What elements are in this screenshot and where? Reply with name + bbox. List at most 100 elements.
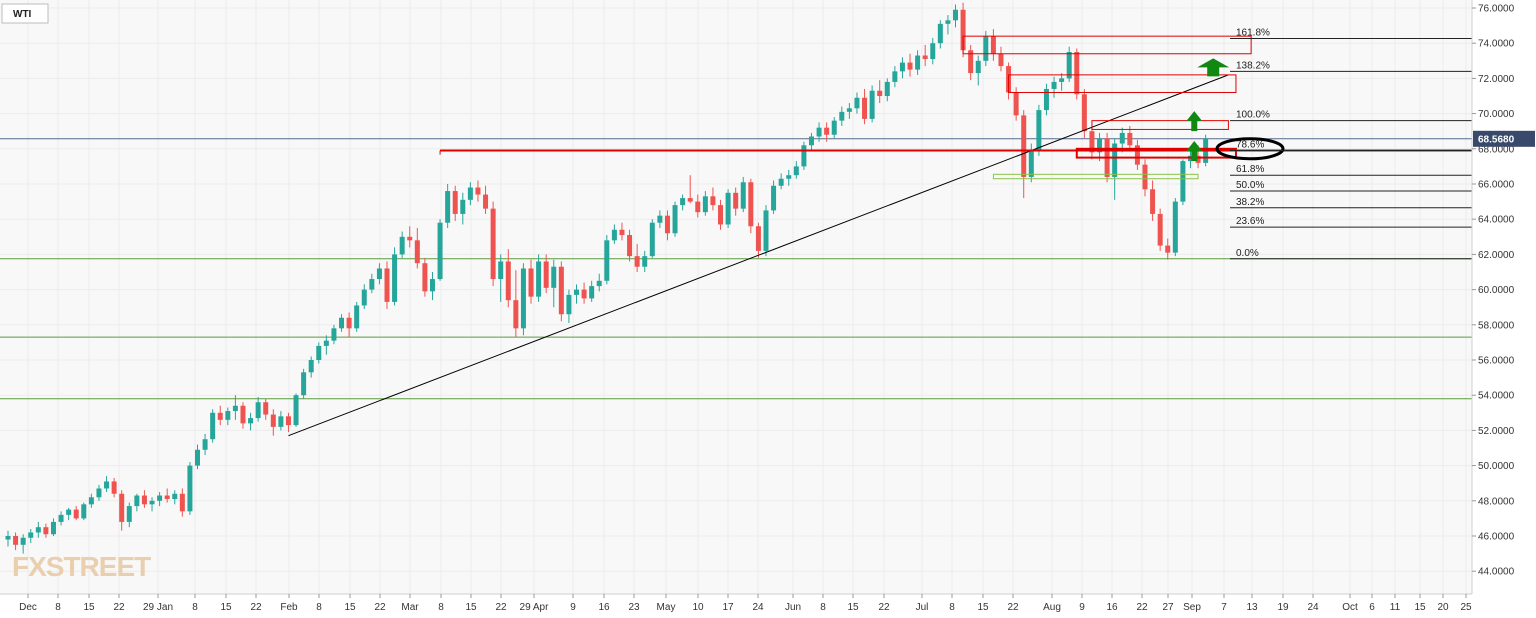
horizontal-lines	[0, 138, 1472, 400]
candle-body	[323, 340, 329, 346]
candle-body	[414, 240, 420, 264]
y-tick-label: 50.0000	[1478, 461, 1515, 472]
candle-body	[619, 229, 625, 236]
x-tick-label: 15	[465, 602, 477, 613]
y-tick-label: 62.0000	[1478, 250, 1515, 261]
candle-body	[778, 178, 784, 186]
candle-body	[217, 412, 223, 420]
highlight-ellipse	[1215, 137, 1285, 161]
candle-body	[528, 268, 534, 297]
candle-body	[1036, 110, 1042, 151]
x-tick-label: 22	[495, 602, 507, 613]
x-tick-label: 15	[83, 602, 95, 613]
candle-body	[657, 215, 663, 223]
candle-body	[718, 205, 724, 225]
y-tick-label: 46.0000	[1478, 532, 1515, 543]
candle-body	[179, 493, 185, 512]
candle-body	[202, 439, 208, 450]
candle-body	[376, 268, 382, 280]
candle-body	[649, 222, 655, 257]
x-tick-label: Dec	[19, 602, 37, 613]
candle-body	[1134, 145, 1140, 165]
candle-body	[255, 402, 261, 419]
candle-body	[664, 215, 670, 234]
candle-body	[73, 509, 79, 519]
candle-body	[710, 196, 716, 206]
candle-body	[551, 266, 557, 288]
candle-body	[543, 261, 549, 288]
x-tick-label: 22	[374, 602, 386, 613]
y-tick-label: 68.0000	[1478, 144, 1515, 155]
x-tick-label: 22	[113, 602, 125, 613]
candle-body	[1150, 189, 1156, 214]
price-tag-box	[1473, 130, 1535, 147]
candle-body	[1051, 81, 1057, 89]
resistance-box	[1008, 74, 1237, 93]
x-tick-label: 29 Jan	[143, 602, 173, 613]
watermark: FXSTREET	[12, 551, 152, 582]
candle-body	[141, 495, 147, 505]
fib-label: 161.8%	[1236, 27, 1270, 38]
x-tick-label: 13	[1246, 602, 1258, 613]
candle-body	[490, 208, 496, 280]
candle-body	[392, 254, 398, 302]
candle-body	[968, 50, 974, 74]
candle-body	[5, 536, 11, 540]
support-box	[992, 173, 1199, 180]
candle-body	[634, 256, 640, 267]
candles	[5, 2, 1209, 554]
candle-body	[1043, 88, 1049, 111]
candle-body	[596, 280, 602, 287]
x-tick-label: 8	[192, 602, 198, 613]
x-tick-label: 9	[1079, 602, 1085, 613]
candle-body	[536, 261, 542, 297]
x-tick-label: Oct	[1342, 602, 1358, 613]
candle-body	[748, 182, 754, 227]
candle-body	[225, 411, 231, 420]
candle-body	[680, 198, 686, 206]
candle-body	[119, 493, 125, 522]
green-up-arrow	[1186, 141, 1203, 162]
candle-body	[824, 127, 830, 135]
candle-body	[816, 127, 822, 137]
candle-body	[270, 414, 276, 427]
candle-body	[195, 449, 200, 466]
candle-body	[642, 256, 648, 267]
fib-label: 50.0%	[1236, 180, 1264, 191]
candle-body	[1081, 94, 1087, 132]
x-tick-label: 24	[1307, 602, 1319, 613]
grid-lines	[0, 0, 1472, 594]
price-axis[interactable]: 76.0000 74.0000 72.0000 70.0000 68.0000 66.00…	[1472, 4, 1515, 578]
candle-body	[846, 108, 852, 112]
fib-label: 78.6%	[1236, 140, 1264, 151]
x-tick-label: May	[657, 602, 676, 613]
candle-body	[945, 20, 951, 24]
trendline	[288, 74, 1229, 437]
x-tick-label: 27	[1162, 602, 1174, 613]
y-tick-label: 64.0000	[1478, 215, 1515, 226]
candle-body	[869, 90, 875, 119]
candle-body	[232, 405, 238, 412]
candle-body	[460, 199, 466, 214]
y-tick-label: 48.0000	[1478, 496, 1515, 507]
candle-body	[702, 196, 708, 213]
x-tick-label: 15	[1414, 602, 1426, 613]
time-axis[interactable]: Dec 8 15 22 29 Jan 8 15 22 Feb 8 15 22 Mar 8 15 22 29 Ap…	[19, 594, 1472, 613]
candle-body	[839, 111, 845, 121]
current-price-tag: 68.5680	[1473, 130, 1535, 147]
price-axis-background	[1472, 0, 1536, 618]
candle-body	[475, 187, 481, 195]
candle-body	[384, 268, 390, 302]
candle-body	[793, 166, 799, 176]
candle-body	[558, 266, 564, 315]
candle-body	[975, 60, 981, 74]
candle-body	[1112, 143, 1118, 177]
symbol-badge[interactable]: WTI	[1, 3, 49, 24]
x-tick-label: Aug	[1043, 602, 1061, 613]
candle-body	[771, 185, 777, 211]
candle-body	[1074, 52, 1080, 95]
candle-body	[983, 36, 989, 61]
x-tick-label: 20	[1437, 602, 1449, 613]
plot-background	[0, 0, 1472, 594]
candle-body	[369, 279, 375, 290]
